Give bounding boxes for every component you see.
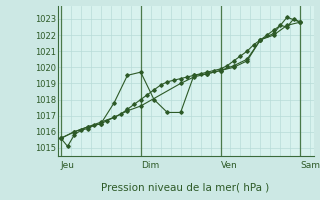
Text: Sam: Sam: [300, 161, 320, 170]
Text: Pression niveau de la mer( hPa ): Pression niveau de la mer( hPa ): [101, 183, 270, 193]
Text: Dim: Dim: [141, 161, 159, 170]
Text: Jeu: Jeu: [61, 161, 75, 170]
Text: Ven: Ven: [220, 161, 237, 170]
